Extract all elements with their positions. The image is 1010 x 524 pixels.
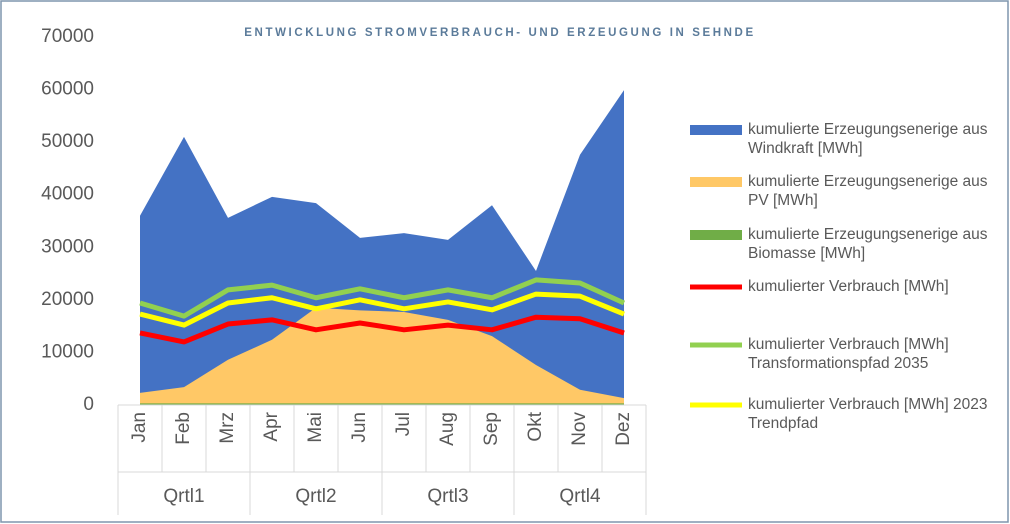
group-label: Qrtl4 (559, 486, 601, 507)
x-tick-label: Dez (613, 412, 634, 446)
legend-label: kumulierter Verbrauch [MWh] (748, 278, 949, 295)
legend-label: kumulierter Verbrauch [MWh] 2023 Trendpf… (748, 396, 988, 432)
group-label: Qrtl2 (295, 486, 336, 507)
x-tick-label: Jul (393, 412, 414, 436)
y-tick-label: 0 (83, 394, 94, 415)
x-tick-label: Jun (349, 412, 370, 443)
legend-swatch (690, 177, 742, 187)
y-tick-label: 50000 (41, 131, 94, 152)
x-tick-label: Mai (305, 412, 326, 443)
x-tick-label: Nov (569, 412, 590, 446)
line (139, 291, 625, 328)
legend-label: kumulierte Erzeugungsenerige aus Windkra… (748, 121, 988, 157)
line (139, 314, 625, 345)
x-tick-label: Jan (129, 412, 150, 443)
x-tick-label: Sep (481, 412, 502, 446)
y-tick-label: 40000 (41, 184, 94, 205)
y-tick-label: 70000 (41, 26, 94, 47)
y-tick-label: 10000 (41, 341, 94, 362)
legend-swatch (690, 230, 742, 240)
x-tick-label: Okt (525, 411, 546, 441)
legend-swatch (690, 125, 742, 135)
x-tick-label: Apr (261, 411, 282, 441)
y-tick-label: 30000 (41, 236, 94, 257)
legend-label: kumulierte Erzeugungsenerige aus Biomass… (748, 226, 988, 262)
line (139, 277, 626, 319)
group-label: Qrtl3 (427, 486, 468, 507)
group-label: Qrtl1 (163, 486, 204, 507)
legend-label: kumulierter Verbrauch [MWh] Transformati… (748, 336, 949, 372)
area (140, 307, 624, 405)
legend-label: kumulierte Erzeugungsenerige aus PV [MWh… (748, 173, 988, 209)
y-tick-label: 20000 (41, 289, 94, 310)
chart-title: ENTWICKLUNG STROMVERBRAUCH- UND ERZEUGUN… (244, 27, 755, 39)
x-tick-label: Mrz (217, 412, 238, 444)
x-tick-label: Aug (437, 412, 458, 446)
x-tick-label: Feb (173, 412, 194, 445)
y-tick-label: 60000 (41, 79, 94, 100)
